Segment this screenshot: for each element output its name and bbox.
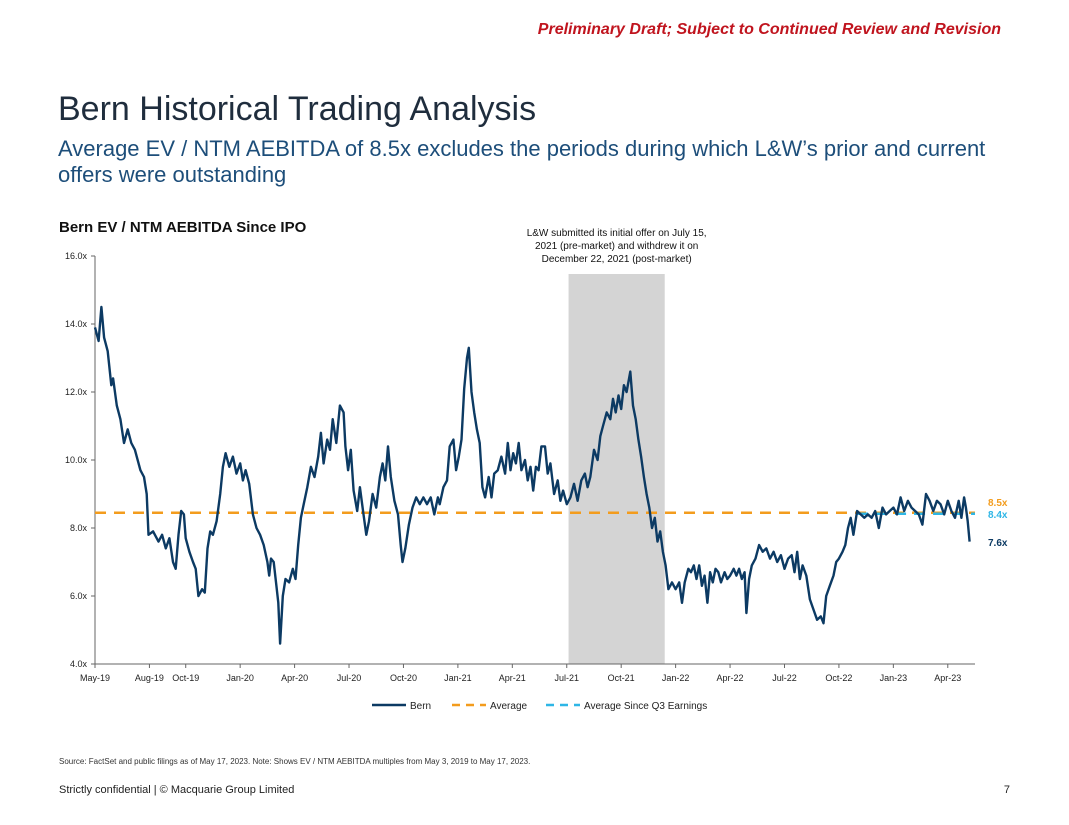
y-tick-label: 6.0x: [70, 591, 88, 601]
x-tick-label: May-19: [80, 673, 110, 683]
legend-average-q3-label: Average Since Q3 Earnings: [584, 701, 707, 712]
average-q3-end-label: 8.4x: [988, 510, 1008, 521]
x-tick-label: Oct-20: [390, 673, 417, 683]
x-tick-label: Jul-21: [554, 673, 579, 683]
offer-annotation-line: 2021 (pre-market) and withdrew it on: [535, 241, 698, 252]
x-tick-label: Oct-19: [172, 673, 199, 683]
y-tick-label: 16.0x: [65, 251, 88, 261]
x-tick-label: Apr-22: [717, 673, 744, 683]
offer-annotation-line: December 22, 2021 (post-market): [542, 254, 692, 265]
source-footnote: Source: FactSet and public filings as of…: [59, 757, 531, 766]
y-tick-label: 14.0x: [65, 319, 88, 329]
chart-title: Bern EV / NTM AEBITDA Since IPO: [59, 219, 307, 236]
y-tick-label: 12.0x: [65, 387, 88, 397]
x-tick-label: Jan-22: [662, 673, 690, 683]
y-tick-label: 4.0x: [70, 659, 88, 669]
bern-end-label: 7.6x: [988, 538, 1008, 549]
average-end-label: 8.5x: [988, 498, 1008, 509]
x-tick-label: Aug-19: [135, 673, 164, 683]
offer-period-shading: [568, 274, 665, 664]
x-tick-label: Jul-22: [772, 673, 797, 683]
legend-bern-label: Bern: [410, 701, 431, 712]
x-tick-label: Oct-21: [608, 673, 635, 683]
offer-annotation-line: L&W submitted its initial offer on July …: [527, 228, 707, 239]
x-tick-label: Oct-22: [825, 673, 852, 683]
x-tick-label: Jan-20: [226, 673, 254, 683]
legend-average-label: Average: [490, 701, 528, 712]
draft-notice: Preliminary Draft; Subject to Continued …: [537, 21, 1001, 38]
page-number: 7: [1003, 784, 1010, 796]
page-subtitle: Average EV / NTM AEBITDA of 8.5x exclude…: [58, 136, 986, 187]
bern-series-line: [93, 305, 971, 645]
x-tick-label: Apr-20: [281, 673, 308, 683]
page-title: Bern Historical Trading Analysis: [58, 90, 537, 128]
y-tick-label: 8.0x: [70, 523, 88, 533]
x-tick-label: Apr-23: [934, 673, 961, 683]
x-tick-label: Jan-23: [880, 673, 908, 683]
x-tick-label: Jul-20: [337, 673, 362, 683]
y-tick-label: 10.0x: [65, 455, 88, 465]
x-tick-label: Apr-21: [499, 673, 526, 683]
x-tick-label: Jan-21: [444, 673, 472, 683]
confidentiality-footer: Strictly confidential | © Macquarie Grou…: [59, 784, 295, 796]
